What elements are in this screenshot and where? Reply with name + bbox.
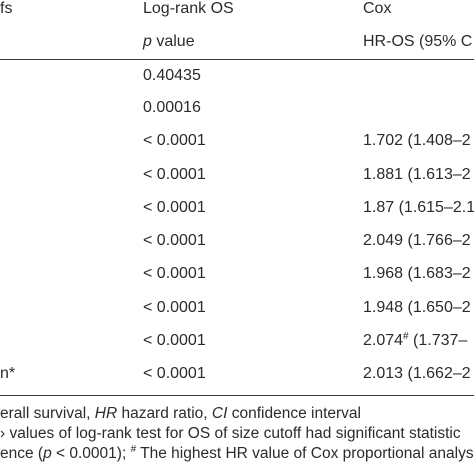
row-hr: 1.702 (1.408–2 <box>363 132 471 149</box>
footnote-abbr-hr: HR <box>94 405 118 422</box>
footnote-p-italic: p <box>43 445 52 462</box>
footnote-highest-hr: ence (p < 0.0001); # The highest HR valu… <box>0 444 474 464</box>
footnote-text: hazard ratio, <box>117 405 212 422</box>
row-p-value: < 0.0001 <box>143 232 206 249</box>
row-hr-ci: (1.737– <box>408 332 468 349</box>
header-col-cutoffs: fs <box>0 0 13 17</box>
row-hr: 2.074# (1.737– <box>363 331 467 351</box>
row-p-value: < 0.0001 <box>143 166 206 183</box>
footnote-text: ence ( <box>0 445 44 462</box>
footnote-abbr-ci: CI <box>211 405 228 422</box>
row-p-value: 0.00016 <box>143 99 201 116</box>
row-p-value: < 0.0001 <box>143 199 206 216</box>
footnote-text: erall survival, <box>0 405 95 422</box>
row-label: n* <box>0 365 16 382</box>
header-col-logrank: Log-rank OS <box>143 0 234 17</box>
row-p-value: < 0.0001 <box>143 132 206 149</box>
row-hr: 1.87 (1.615–2.1 <box>363 199 474 216</box>
table-bottom-rule <box>0 395 474 396</box>
highest-hr-mark: # <box>403 331 409 342</box>
row-hr: 2.013 (1.662–2 <box>363 365 471 382</box>
row-hr: 1.881 (1.613–2 <box>363 166 471 183</box>
footnote-text: The highest HR value of Cox proportional… <box>136 445 474 462</box>
header-p-italic: p <box>143 33 152 50</box>
footnote-abbreviations: erall survival, HR hazard ratio, CI conf… <box>0 404 361 424</box>
row-hr-value: 2.074 <box>363 332 404 349</box>
row-p-value: < 0.0001 <box>143 365 206 382</box>
header-col-cox: Cox <box>363 0 392 17</box>
footnote-text: confidence interval <box>227 405 361 422</box>
footnote-text: < 0.0001); <box>51 445 131 462</box>
row-hr: 1.948 (1.650–2 <box>363 299 471 316</box>
header-p-value: p value <box>143 32 195 52</box>
header-bottom-rule <box>0 59 474 60</box>
row-p-value: 0.40435 <box>143 67 201 84</box>
footnote-hash-mark: # <box>130 444 137 455</box>
header-hr-os: HR-OS (95% C <box>363 33 473 50</box>
row-hr: 2.049 (1.766–2 <box>363 232 471 249</box>
row-hr: 1.968 (1.683–2 <box>363 265 471 282</box>
header-p-rest: value <box>151 33 195 50</box>
row-p-value: < 0.0001 <box>143 299 206 316</box>
footnote-significance: › values of log-rank test for OS of size… <box>0 425 461 442</box>
row-p-value: < 0.0001 <box>143 265 206 282</box>
row-p-value: < 0.0001 <box>143 332 206 349</box>
